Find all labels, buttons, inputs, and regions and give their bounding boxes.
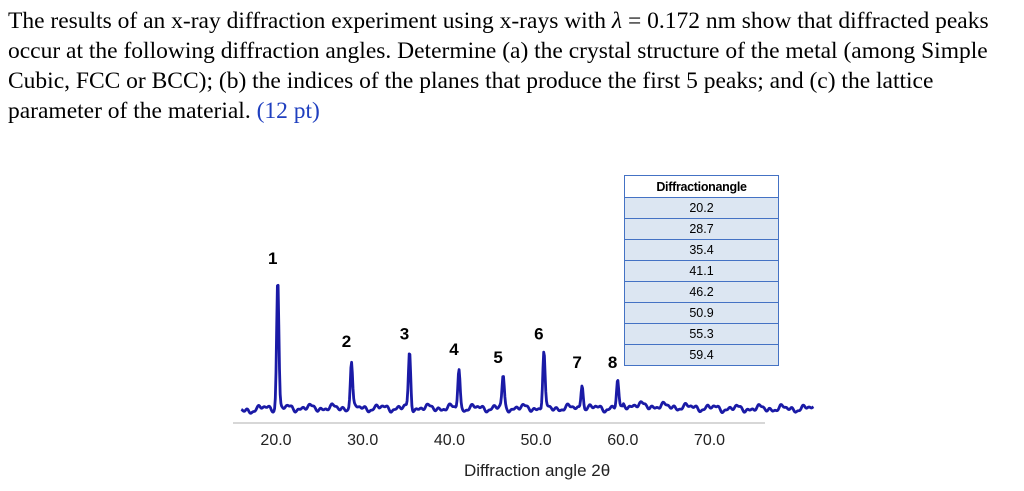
table-cell: 59.4: [624, 344, 779, 366]
table-cell: 28.7: [624, 218, 779, 240]
peak-label: 6: [534, 324, 543, 343]
x-tick-label: 60.0: [607, 432, 638, 449]
peak-label: 5: [493, 348, 502, 367]
question-part-1: The results of an x-ray diffraction expe…: [8, 8, 612, 34]
table-cell: 35.4: [624, 239, 779, 261]
x-axis-title: Diffraction angle 2θ: [464, 461, 610, 480]
peak-label: 1: [268, 249, 277, 268]
table-row: 59.4: [624, 344, 779, 366]
table-row: 55.3: [624, 323, 779, 345]
table-row: 41.1: [624, 260, 779, 282]
x-tick-label: 40.0: [434, 432, 465, 449]
table-row: 35.4: [624, 239, 779, 261]
x-tick-label: 20.0: [260, 432, 291, 449]
table-row: 28.7: [624, 218, 779, 240]
peak-label: 2: [342, 332, 351, 351]
peak-label: 3: [400, 324, 409, 343]
question-text: The results of an x-ray diffraction expe…: [8, 6, 1013, 126]
lambda-symbol: λ: [611, 8, 623, 34]
table-row: 46.2: [624, 281, 779, 303]
x-tick-label: 50.0: [521, 432, 552, 449]
peak-label: 4: [449, 340, 459, 359]
table-cell: 41.1: [624, 260, 779, 282]
table-row: 20.2: [624, 197, 779, 219]
points-value: (12 pt): [256, 98, 320, 124]
table-cell: 55.3: [624, 323, 779, 345]
peak-label: 7: [572, 353, 581, 372]
table-cell: 20.2: [624, 197, 779, 219]
table-cell: 46.2: [624, 281, 779, 303]
diffraction-curve: [240, 283, 815, 415]
question-part-2: = 0.172 nm show that diffracted peaks oc…: [8, 8, 989, 124]
table-header: Diffractionangle: [624, 175, 779, 198]
table-cell: 50.9: [624, 302, 779, 324]
table-row: 50.9: [624, 302, 779, 324]
x-tick-label: 30.0: [347, 432, 378, 449]
x-tick-label: 70.0: [694, 432, 725, 449]
diffraction-angle-table: Diffractionangle 20.2 28.7 35.4 41.1 46.…: [624, 175, 779, 366]
table-header-row: Diffractionangle: [624, 175, 779, 198]
peak-label: 8: [608, 353, 617, 372]
